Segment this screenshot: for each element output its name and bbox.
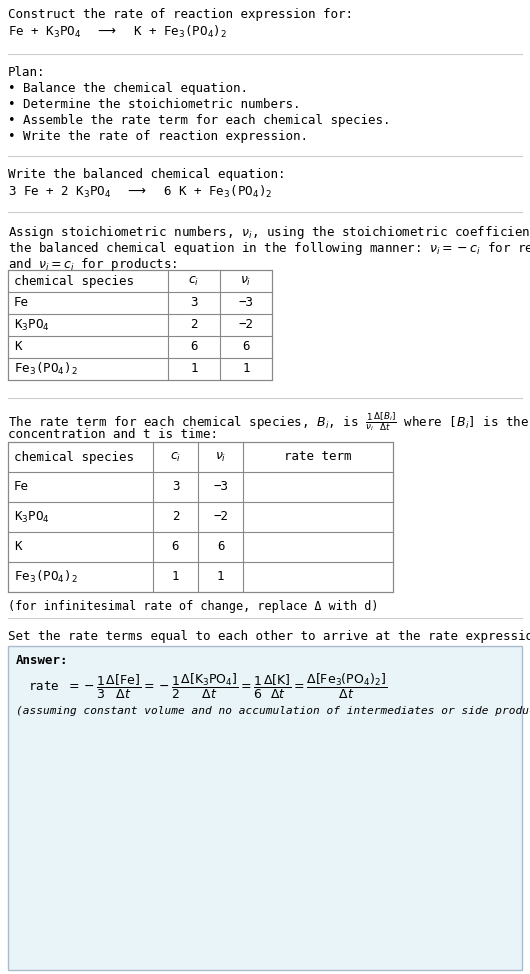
Text: Fe: Fe [14, 296, 29, 310]
Text: −2: −2 [238, 318, 253, 331]
Bar [8, 646, 522, 970]
Text: 1: 1 [190, 362, 198, 376]
Text: K$_3$PO$_4$: K$_3$PO$_4$ [14, 509, 50, 525]
Text: • Balance the chemical equation.: • Balance the chemical equation. [8, 82, 248, 95]
Text: 3: 3 [190, 296, 198, 310]
Text: Plan:: Plan: [8, 66, 46, 79]
Text: (for infinitesimal rate of change, replace Δ with d): (for infinitesimal rate of change, repla… [8, 600, 378, 613]
Text: 1: 1 [242, 362, 250, 376]
Text: −2: −2 [213, 510, 228, 523]
Text: rate $= -\dfrac{1}{3}\dfrac{\Delta[\mathrm{Fe}]}{\Delta t} = -\dfrac{1}{2}\dfrac: rate $= -\dfrac{1}{3}\dfrac{\Delta[\math… [28, 671, 387, 700]
Text: chemical species: chemical species [14, 451, 134, 464]
Text: K: K [14, 541, 22, 553]
Text: Fe: Fe [14, 480, 29, 494]
Text: and $\nu_i = c_i$ for products:: and $\nu_i = c_i$ for products: [8, 256, 177, 273]
Text: 1: 1 [172, 571, 179, 583]
Text: −3: −3 [238, 296, 253, 310]
Text: concentration and t is time:: concentration and t is time: [8, 428, 218, 441]
Text: 6: 6 [217, 541, 224, 553]
Text: $\nu_i$: $\nu_i$ [240, 275, 252, 287]
Text: chemical species: chemical species [14, 275, 134, 287]
Text: K$_3$PO$_4$: K$_3$PO$_4$ [14, 318, 50, 332]
Text: • Write the rate of reaction expression.: • Write the rate of reaction expression. [8, 130, 308, 143]
Text: 1: 1 [217, 571, 224, 583]
Text: 3 Fe + 2 K$_3$PO$_4$  $\longrightarrow$  6 K + Fe$_3$(PO$_4$)$_2$: 3 Fe + 2 K$_3$PO$_4$ $\longrightarrow$ 6… [8, 184, 272, 200]
Text: Construct the rate of reaction expression for:: Construct the rate of reaction expressio… [8, 8, 353, 21]
Text: Assign stoichiometric numbers, $\nu_i$, using the stoichiometric coefficients, $: Assign stoichiometric numbers, $\nu_i$, … [8, 224, 530, 241]
Text: $c_i$: $c_i$ [188, 275, 200, 287]
Text: • Assemble the rate term for each chemical species.: • Assemble the rate term for each chemic… [8, 114, 391, 127]
Text: Fe + K$_3$PO$_4$  $\longrightarrow$  K + Fe$_3$(PO$_4$)$_2$: Fe + K$_3$PO$_4$ $\longrightarrow$ K + F… [8, 24, 227, 40]
Text: rate term: rate term [284, 451, 352, 464]
Text: Fe$_3$(PO$_4$)$_2$: Fe$_3$(PO$_4$)$_2$ [14, 361, 78, 377]
Bar [8, 442, 393, 592]
Text: 6: 6 [242, 341, 250, 354]
Text: the balanced chemical equation in the following manner: $\nu_i = -c_i$ for react: the balanced chemical equation in the fo… [8, 240, 530, 257]
Text: Write the balanced chemical equation:: Write the balanced chemical equation: [8, 168, 286, 181]
Text: Fe$_3$(PO$_4$)$_2$: Fe$_3$(PO$_4$)$_2$ [14, 569, 78, 585]
Text: $\nu_i$: $\nu_i$ [215, 450, 226, 464]
Text: 3: 3 [172, 480, 179, 494]
Text: $c_i$: $c_i$ [170, 450, 181, 464]
Text: • Determine the stoichiometric numbers.: • Determine the stoichiometric numbers. [8, 98, 301, 111]
Text: Set the rate terms equal to each other to arrive at the rate expression:: Set the rate terms equal to each other t… [8, 630, 530, 643]
Text: 2: 2 [190, 318, 198, 331]
Bar [8, 270, 272, 380]
Text: The rate term for each chemical species, $B_i$, is $\frac{1}{\nu_i}\frac{\Delta[: The rate term for each chemical species,… [8, 410, 530, 432]
Text: −3: −3 [213, 480, 228, 494]
Text: 6: 6 [172, 541, 179, 553]
Text: (assuming constant volume and no accumulation of intermediates or side products): (assuming constant volume and no accumul… [16, 706, 530, 716]
Text: 2: 2 [172, 510, 179, 523]
Text: 6: 6 [190, 341, 198, 354]
Text: Answer:: Answer: [16, 654, 68, 667]
Text: K: K [14, 341, 22, 354]
